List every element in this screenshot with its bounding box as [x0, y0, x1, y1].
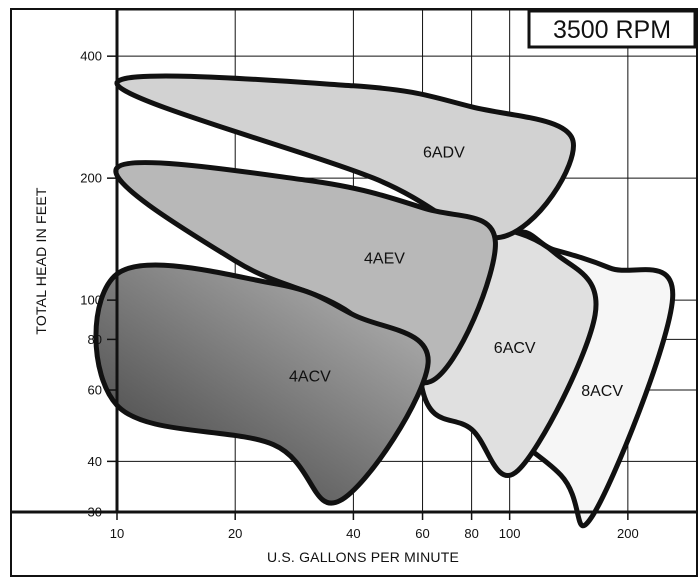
- chart-title: 3500 RPM: [553, 16, 671, 44]
- region-4acv: [93, 262, 431, 506]
- outer-frame: [10, 8, 698, 577]
- y-tick-label: 60: [88, 383, 102, 398]
- x-tick-label: 10: [110, 526, 124, 541]
- x-tick-label: 60: [415, 526, 429, 541]
- y-tick-label: 100: [80, 293, 102, 308]
- region-4aev: [113, 160, 498, 386]
- region-6adv: [114, 73, 576, 241]
- region-label-4acv: 4ACV: [289, 368, 331, 385]
- region-label-6adv: 6ADV: [423, 144, 465, 161]
- y-tick-label: 40: [88, 454, 102, 469]
- region-label-6acv: 6ACV: [494, 340, 536, 357]
- x-tick-label: 20: [228, 526, 242, 541]
- x-tick-label: 100: [499, 526, 521, 541]
- x-tick-label: 40: [346, 526, 360, 541]
- y-tick-label: 30: [88, 505, 102, 520]
- region-labels: 8ACV 6ACV 6ADV 4AEV 4ACV: [289, 144, 623, 400]
- y-tick-label: 400: [80, 49, 102, 64]
- x-tick-label: 80: [464, 526, 478, 541]
- x-tick-label: 200: [617, 526, 639, 541]
- y-tick-label: 200: [80, 171, 102, 186]
- pump-regions: [93, 73, 676, 529]
- x-axis-title: U.S. GALLONS PER MINUTE: [267, 549, 459, 565]
- region-label-4aev: 4AEV: [364, 251, 405, 268]
- rpm-box: [527, 9, 697, 49]
- axis-ticks: 10 20 40 60 80 100 200 30 40 60 80 100 200 400: [80, 49, 638, 541]
- region-label-8acv: 8ACV: [581, 383, 623, 400]
- y-tick-label: 80: [88, 332, 102, 347]
- y-axis-title: TOTAL HEAD IN FEET: [33, 187, 49, 334]
